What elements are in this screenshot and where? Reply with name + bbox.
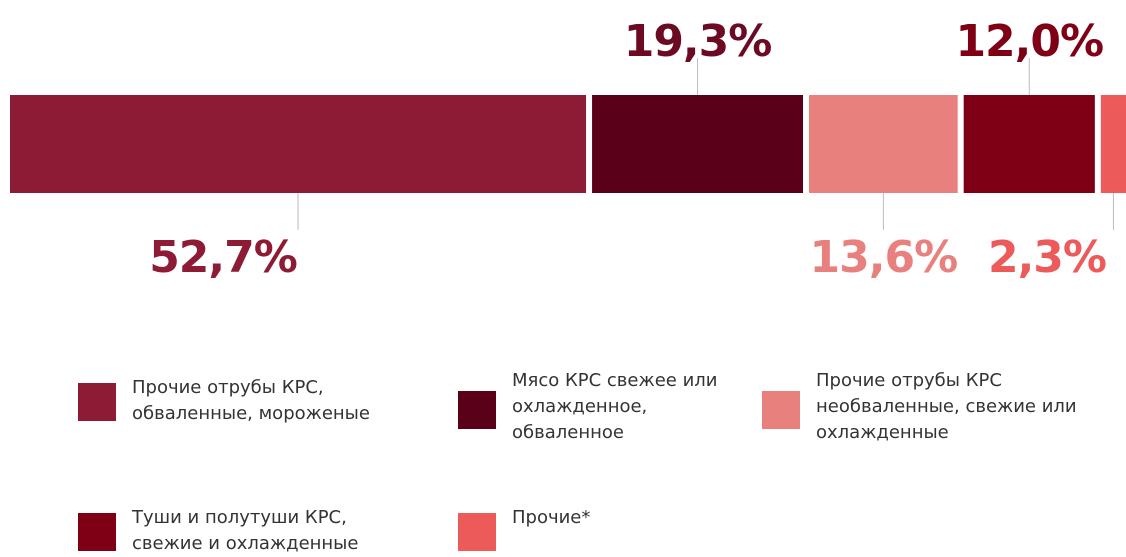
legend-label: Мясо КРС свежее или охлажденное, обвален… — [512, 370, 718, 443]
legend-item: Прочие отрубы КРС, обваленные, мороженые — [78, 375, 372, 427]
legend-label: Туши и полутуши КРС, свежие и охлажденны… — [132, 507, 359, 554]
legend-swatch — [762, 391, 800, 429]
legend-swatch — [78, 383, 116, 421]
value-label: 13,6% — [810, 232, 958, 283]
legend-label: Прочие отрубы КРС необваленные, свежие и… — [816, 370, 1077, 443]
legend-item: Прочие отрубы КРС необваленные, свежие и… — [762, 368, 1086, 446]
legend-item: Туши и полутуши КРС, свежие и охлажденны… — [78, 505, 372, 557]
value-label: 19,3% — [624, 16, 772, 67]
legend-item: Прочие* — [458, 505, 752, 551]
value-label: 2,3% — [988, 232, 1106, 283]
legend-item: Мясо КРС свежее или охлажденное, обвален… — [458, 368, 752, 446]
legend-swatch — [458, 513, 496, 551]
legend-label: Прочие отрубы КРС, обваленные, мороженые — [132, 377, 370, 424]
legend-swatch — [458, 391, 496, 429]
legend-swatch — [78, 513, 116, 551]
bar-segment — [10, 95, 587, 193]
bar-segment — [1100, 95, 1126, 193]
bar-segment — [809, 95, 958, 193]
bar-segment — [592, 95, 804, 193]
bar-segment — [963, 95, 1095, 193]
value-label: 12,0% — [955, 16, 1103, 67]
legend-label: Прочие* — [512, 507, 591, 528]
value-label: 52,7% — [149, 232, 297, 283]
